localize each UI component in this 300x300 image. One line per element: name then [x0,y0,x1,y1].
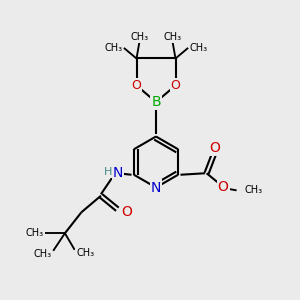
Text: O: O [209,141,220,155]
Text: O: O [121,205,132,219]
Text: O: O [132,79,141,92]
Text: N: N [151,181,161,194]
Text: CH₃: CH₃ [245,185,263,195]
Text: CH₃: CH₃ [164,32,182,42]
Text: CH₃: CH₃ [34,249,52,260]
Text: CH₃: CH₃ [130,32,148,42]
Text: CH₃: CH₃ [104,43,122,53]
Text: CH₃: CH₃ [76,248,94,258]
Text: H: H [104,167,112,177]
Text: O: O [171,79,180,92]
Text: CH₃: CH₃ [26,228,44,238]
Text: B: B [151,95,161,109]
Text: CH₃: CH₃ [190,43,208,53]
Text: O: O [218,180,229,194]
Text: N: N [113,166,123,180]
